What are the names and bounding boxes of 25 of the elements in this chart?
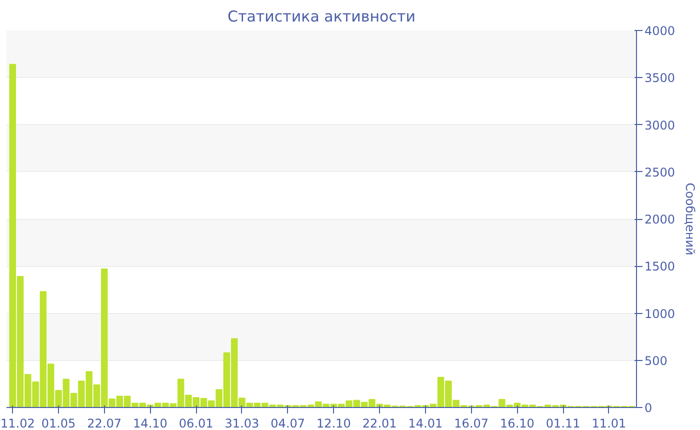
x-tick-label: 11.01 bbox=[592, 416, 626, 430]
y-tick-label: 0 bbox=[644, 401, 652, 415]
x-tick-label: 04.07 bbox=[270, 416, 306, 430]
chart-title: Статистика активности bbox=[228, 8, 416, 26]
y-tick-label: 3500 bbox=[644, 71, 676, 86]
y-tick-label: 2500 bbox=[644, 165, 676, 180]
y-tick-label: 1500 bbox=[644, 260, 676, 274]
x-tick-label: 06.01 bbox=[178, 416, 214, 430]
x-tick-label: 14.01 bbox=[408, 416, 443, 430]
x-tick-label: 12.10 bbox=[316, 416, 351, 430]
y-tick-label: 4000 bbox=[644, 24, 676, 38]
x-tick-label: 16.07 bbox=[454, 416, 489, 430]
y-axis-title: Сообщений bbox=[683, 182, 698, 256]
x-tick-label: 11.02 bbox=[0, 416, 35, 430]
x-tick-label: 14.10 bbox=[133, 416, 168, 430]
y-tick-label: 500 bbox=[644, 354, 668, 368]
x-tick-label: 16.10 bbox=[500, 416, 534, 430]
y-tick-label: 1000 bbox=[644, 306, 676, 321]
x-tick-label: 22.07 bbox=[87, 416, 122, 430]
x-tick-label: 22.01 bbox=[362, 416, 397, 430]
y-tick-label: 3000 bbox=[644, 118, 676, 132]
x-tick-label: 01.05 bbox=[41, 416, 76, 430]
x-tick-label: 31.03 bbox=[224, 416, 260, 430]
x-tick-label: 01.11 bbox=[546, 416, 580, 430]
y-tick-label: 2000 bbox=[644, 212, 676, 226]
